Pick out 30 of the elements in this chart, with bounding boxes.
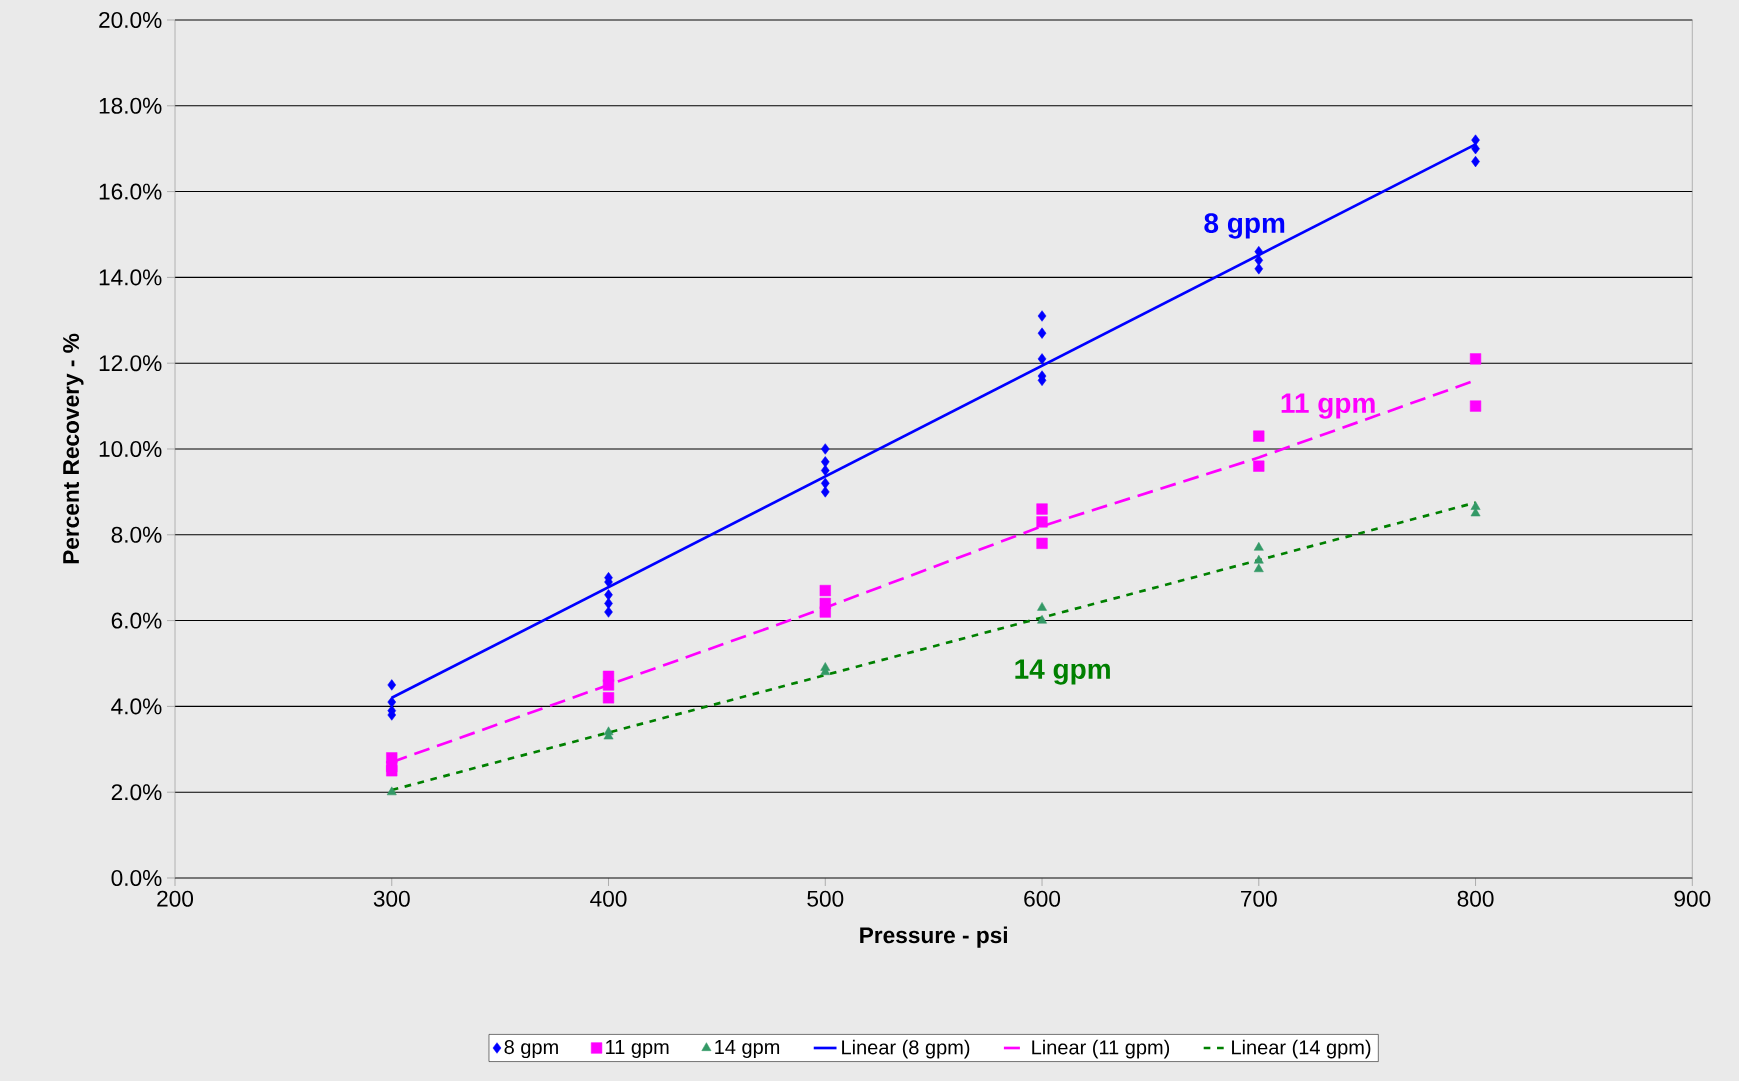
x-tick-label: 300 — [373, 890, 410, 907]
legend-label: 11 gpm — [606, 1040, 669, 1059]
y-tick-label: 2.0% — [111, 784, 162, 801]
y-tick-label: 12.0% — [99, 355, 162, 372]
y-tick-label: 6.0% — [111, 612, 162, 629]
x-tick-label: 200 — [157, 890, 194, 907]
y-tick-label: 0.0% — [111, 869, 162, 887]
y-tick-label: 20.0% — [99, 11, 162, 29]
y-axis-title: Percent Recovery - % — [63, 333, 84, 564]
legend-label: 14 gpm — [715, 1040, 780, 1059]
annotation: 8 gpm — [1204, 213, 1285, 239]
y-tick-label: 8.0% — [111, 526, 162, 543]
legend-label: 8 gpm — [504, 1040, 558, 1059]
x-tick-label: 700 — [1241, 890, 1277, 907]
y-tick-label: 10.0% — [99, 440, 162, 458]
annotation: 14 gpm — [1015, 659, 1110, 685]
x-tick-label: 600 — [1024, 890, 1061, 907]
x-tick-label: 900 — [1674, 890, 1711, 907]
y-tick-label: 4.0% — [111, 698, 162, 715]
x-tick-label: 800 — [1457, 890, 1494, 907]
y-tick-label: 18.0% — [99, 97, 162, 114]
annotation: 11 gpm — [1281, 393, 1375, 419]
y-tick-label: 16.0% — [99, 183, 162, 200]
legend-label: Linear (14 gpm) — [1232, 1039, 1371, 1059]
x-axis-title: Pressure - psi — [860, 926, 1007, 948]
x-tick-label: 400 — [590, 890, 627, 907]
legend-label: Linear (11 gpm) — [1032, 1039, 1170, 1059]
y-tick-label: 14.0% — [99, 269, 162, 286]
legend-label: Linear (8 gpm) — [842, 1039, 970, 1059]
x-tick-label: 500 — [807, 890, 844, 907]
